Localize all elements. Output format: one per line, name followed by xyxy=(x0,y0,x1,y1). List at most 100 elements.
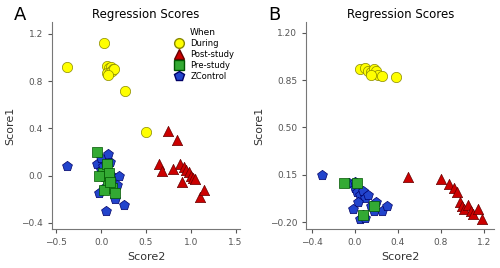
During xyxy=(102,64,110,68)
Post-study xyxy=(469,212,477,216)
Post-study xyxy=(156,162,164,166)
During xyxy=(110,67,118,72)
Pre-study xyxy=(100,188,108,192)
ZControl xyxy=(350,186,358,191)
Pre-study xyxy=(105,171,113,176)
Text: B: B xyxy=(268,6,281,24)
Post-study xyxy=(185,170,193,174)
During xyxy=(109,67,117,72)
ZControl xyxy=(104,171,112,176)
ZControl xyxy=(100,185,108,190)
During xyxy=(367,73,375,77)
ZControl xyxy=(97,168,105,172)
ZControl xyxy=(356,217,364,222)
Post-study xyxy=(196,195,203,199)
Post-study xyxy=(436,177,444,181)
During xyxy=(142,130,150,134)
ZControl xyxy=(63,164,71,168)
Pre-study xyxy=(360,213,368,218)
ZControl xyxy=(120,203,128,207)
ZControl xyxy=(108,174,116,178)
Pre-study xyxy=(110,191,118,196)
ZControl xyxy=(114,183,122,187)
Post-study xyxy=(182,168,190,172)
ZControl xyxy=(318,173,326,177)
ZControl xyxy=(354,200,362,204)
ZControl xyxy=(99,171,107,176)
During xyxy=(108,68,116,73)
Post-study xyxy=(456,200,464,204)
Post-study xyxy=(467,209,475,213)
Post-study xyxy=(464,202,471,207)
Pre-study xyxy=(92,150,100,154)
Pre-study xyxy=(106,180,114,184)
ZControl xyxy=(362,196,370,200)
ZControl xyxy=(96,191,104,196)
Text: A: A xyxy=(14,6,26,24)
Post-study xyxy=(180,165,188,170)
ZControl xyxy=(367,204,375,208)
During xyxy=(370,67,378,72)
During xyxy=(356,67,364,72)
Post-study xyxy=(458,204,466,208)
During xyxy=(392,75,400,80)
Title: Regression Scores: Regression Scores xyxy=(346,8,454,21)
Post-study xyxy=(164,129,172,133)
Pre-study xyxy=(370,204,378,208)
ZControl xyxy=(102,209,110,213)
Pre-study xyxy=(340,181,348,185)
Post-study xyxy=(192,177,200,181)
ZControl xyxy=(106,176,114,180)
ZControl xyxy=(372,200,380,204)
ZControl xyxy=(346,181,354,185)
Post-study xyxy=(188,176,196,180)
Post-study xyxy=(460,206,468,211)
ZControl xyxy=(348,206,356,211)
Post-study xyxy=(404,175,412,180)
ZControl xyxy=(378,209,386,213)
During xyxy=(364,69,372,73)
Post-study xyxy=(187,174,195,178)
Post-study xyxy=(453,190,461,195)
ZControl xyxy=(104,152,112,157)
X-axis label: Score2: Score2 xyxy=(127,252,165,262)
Y-axis label: Score1: Score1 xyxy=(254,106,264,145)
During xyxy=(106,70,114,74)
Post-study xyxy=(478,217,486,222)
ZControl xyxy=(104,180,112,184)
ZControl xyxy=(97,156,105,160)
Pre-study xyxy=(99,171,107,176)
Legend: During, Post-study, Pre-study, ZControl: During, Post-study, Pre-study, ZControl xyxy=(170,26,236,83)
Y-axis label: Score1: Score1 xyxy=(6,106,16,145)
During xyxy=(63,65,71,69)
Post-study xyxy=(446,182,454,187)
During xyxy=(122,88,130,93)
ZControl xyxy=(104,170,112,174)
During xyxy=(104,73,112,77)
Post-study xyxy=(474,206,482,211)
ZControl xyxy=(370,209,378,213)
During xyxy=(374,73,382,77)
Post-study xyxy=(450,186,458,191)
Post-study xyxy=(169,166,177,171)
ZControl xyxy=(364,193,372,197)
ZControl xyxy=(92,162,100,166)
ZControl xyxy=(383,204,391,208)
ZControl xyxy=(106,159,114,164)
ZControl xyxy=(102,174,110,178)
Post-study xyxy=(158,169,166,173)
Title: Regression Scores: Regression Scores xyxy=(92,8,200,21)
ZControl xyxy=(356,193,364,197)
ZControl xyxy=(360,213,368,218)
Post-study xyxy=(200,188,208,192)
ZControl xyxy=(350,179,358,184)
Pre-study xyxy=(108,185,116,190)
During xyxy=(372,69,380,73)
During xyxy=(105,66,113,70)
ZControl xyxy=(360,189,368,193)
ZControl xyxy=(99,164,107,168)
Post-study xyxy=(178,180,186,184)
During xyxy=(367,70,375,74)
Pre-study xyxy=(102,174,110,178)
ZControl xyxy=(353,190,361,195)
